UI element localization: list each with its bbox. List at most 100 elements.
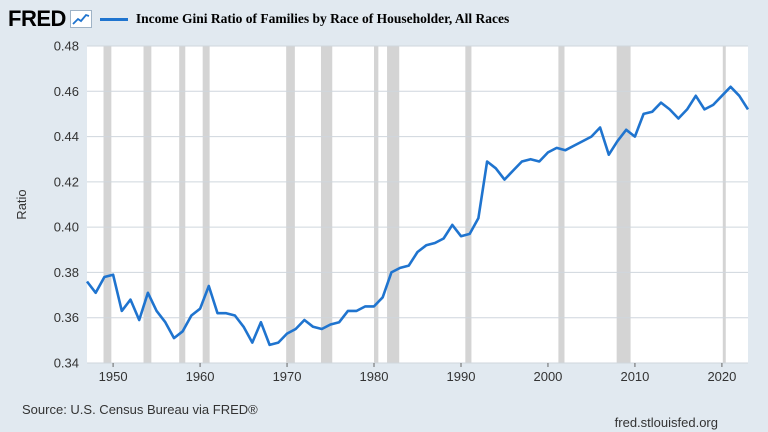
x-axis-ticks: 1950 1960 1970 1980 1990 2000 2010 2020 [99,363,736,384]
data-point[interactable] [213,309,221,317]
data-point[interactable] [396,264,404,272]
y-tick-label: 0.36 [54,310,79,325]
y-tick-label: 0.44 [54,129,79,144]
recession-band [202,46,210,363]
data-point[interactable] [231,311,239,319]
fred-logo[interactable]: FRED [8,6,66,31]
data-point[interactable] [466,230,474,238]
data-point[interactable] [709,101,717,109]
series-line[interactable] [85,85,750,347]
data-point[interactable] [570,142,578,150]
recession-band [179,46,186,363]
data-point[interactable] [422,241,430,249]
legend-line-swatch [99,17,128,21]
data-point[interactable] [500,176,508,184]
x-tick-label: 2000 [533,369,562,384]
data-point[interactable] [240,323,248,331]
fred-url-link[interactable]: fred.stlouisfed.org [614,415,718,430]
data-point[interactable] [448,221,456,229]
data-point[interactable] [266,341,274,349]
series-title: Income Gini Ratio of Families by Race of… [135,11,510,26]
data-point[interactable] [440,234,448,242]
data-point[interactable] [414,248,422,256]
data-point[interactable] [274,339,282,347]
data-point[interactable] [614,137,622,145]
data-point[interactable] [205,282,213,290]
data-point[interactable] [344,307,352,315]
data-point[interactable] [335,318,343,326]
data-point[interactable] [474,214,482,222]
gridlines [87,45,748,364]
data-point[interactable] [196,305,204,313]
data-point[interactable] [492,164,500,172]
data-point[interactable] [170,334,178,342]
data-point[interactable] [318,325,326,333]
data-point[interactable] [692,92,700,100]
data-point[interactable] [596,124,604,132]
data-point[interactable] [187,311,195,319]
x-tick-label: 1950 [99,369,128,384]
data-point[interactable] [622,126,630,134]
data-point[interactable] [509,167,517,175]
y-tick-label: 0.34 [54,356,79,371]
data-point[interactable] [179,327,187,335]
data-point[interactable] [222,309,230,317]
data-point[interactable] [309,323,317,331]
data-point[interactable] [361,302,369,310]
data-point[interactable] [379,293,387,301]
data-point[interactable] [483,157,491,165]
data-point[interactable] [727,83,735,91]
data-point[interactable] [92,289,100,297]
data-point[interactable] [457,232,465,240]
data-point[interactable] [161,318,169,326]
data-point[interactable] [126,296,134,304]
data-point[interactable] [109,271,117,279]
data-point[interactable] [674,114,682,122]
data-point[interactable] [587,133,595,141]
recession-band [320,46,333,363]
y-axis-label: Ratio [14,189,29,219]
data-point[interactable] [657,99,665,107]
data-point[interactable] [666,105,674,113]
data-point[interactable] [405,262,413,270]
data-point[interactable] [544,148,552,156]
data-point[interactable] [370,302,378,310]
data-point[interactable] [283,330,291,338]
data-point[interactable] [431,239,439,247]
data-point[interactable] [640,110,648,118]
data-point[interactable] [561,146,569,154]
data-point[interactable] [683,105,691,113]
data-point[interactable] [579,137,587,145]
data-point[interactable] [83,277,91,285]
x-tick-label: 2010 [620,369,649,384]
data-point[interactable] [353,307,361,315]
data-point[interactable] [135,316,143,324]
data-point[interactable] [605,151,613,159]
data-point[interactable] [292,325,300,333]
data-point[interactable] [553,144,561,152]
recession-band [722,46,726,363]
data-point[interactable] [118,307,126,315]
data-point[interactable] [144,289,152,297]
recession-band [374,46,379,363]
y-tick-label: 0.42 [54,174,79,189]
data-point[interactable] [257,318,265,326]
data-point[interactable] [735,92,743,100]
data-point[interactable] [300,316,308,324]
recession-bands [103,46,726,363]
data-point[interactable] [648,108,656,116]
data-point[interactable] [327,321,335,329]
data-point[interactable] [100,273,108,281]
data-point[interactable] [631,133,639,141]
y-tick-label: 0.46 [54,84,79,99]
data-point[interactable] [718,92,726,100]
x-tick-label: 1970 [273,369,302,384]
data-point[interactable] [248,339,256,347]
data-point[interactable] [387,268,395,276]
data-point[interactable] [518,157,526,165]
data-point[interactable] [535,157,543,165]
data-point[interactable] [701,105,709,113]
data-point[interactable] [744,105,752,113]
data-point[interactable] [153,307,161,315]
data-point[interactable] [527,155,535,163]
